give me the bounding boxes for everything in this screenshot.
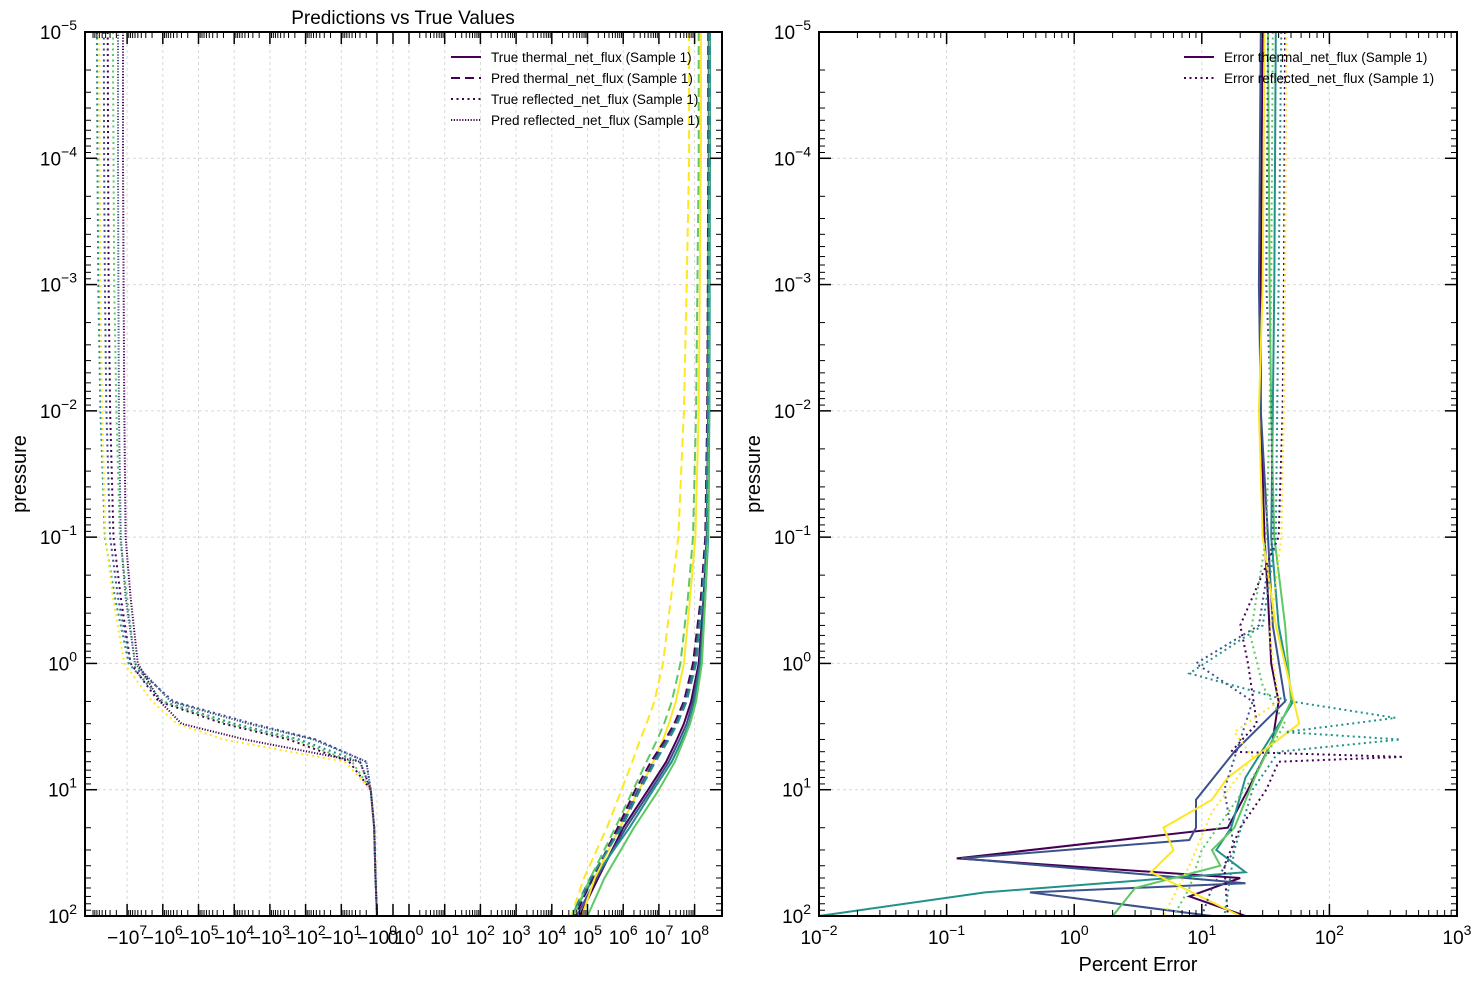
left-x-tick-label: 104 bbox=[537, 922, 566, 949]
left-series-line-pred_reflected bbox=[117, 32, 378, 917]
right-x-tick-label: 102 bbox=[1315, 922, 1344, 949]
left-series-line-pred_thermal bbox=[570, 32, 691, 917]
right-x-tick-label: 101 bbox=[1187, 922, 1216, 949]
left-legend: True thermal_net_flux (Sample 1) Pred the… bbox=[451, 50, 700, 128]
left-tick-marks bbox=[85, 31, 722, 917]
left-y-tick-label: 10−4 bbox=[40, 143, 77, 170]
left-series-line-pred_thermal bbox=[570, 32, 711, 917]
right-tick-marks bbox=[818, 31, 1458, 917]
left-x-tick-label: −103 bbox=[250, 922, 290, 949]
right-x-axis-label: Percent Error bbox=[1079, 954, 1198, 976]
left-x-tick-label: 106 bbox=[609, 922, 638, 949]
right-axes-frame bbox=[818, 31, 1458, 917]
left-x-tick-label: −100 bbox=[357, 922, 397, 949]
right-x-tick-label: 10−1 bbox=[928, 922, 965, 949]
left-legend-label: True thermal_net_flux (Sample 1) bbox=[491, 50, 692, 65]
left-x-tick-label: −101 bbox=[321, 922, 361, 949]
left-x-tick-label: 105 bbox=[573, 922, 602, 949]
left-x-tick-label: −106 bbox=[143, 922, 183, 949]
right-legend-label: Error reflected_net_flux (Sample 1) bbox=[1224, 71, 1434, 86]
left-series-line-pred_reflected bbox=[122, 32, 378, 917]
right-y-tick-labels: 10−5 10−4 10−3 10−2 10−1 100 101 102 bbox=[774, 17, 811, 928]
left-x-tick-label: 108 bbox=[680, 922, 709, 949]
right-series-line-error_thermal bbox=[1149, 31, 1301, 917]
right-y-tick-label: 10−2 bbox=[774, 396, 811, 423]
left-y-tick-label: 10−3 bbox=[40, 270, 77, 297]
left-series-line-true_reflected bbox=[95, 31, 378, 917]
right-x-tick-labels: 10−2 10−1 100 101 102 103 bbox=[800, 922, 1471, 949]
left-x-tick-label: −107 bbox=[107, 922, 147, 949]
right-y-tick-label: 10−4 bbox=[774, 143, 811, 170]
left-x-tick-label: 102 bbox=[466, 922, 495, 949]
left-y-tick-labels: 10−5 10−4 10−3 10−2 10−1 100 101 102 bbox=[40, 17, 77, 928]
left-x-tick-label: −102 bbox=[286, 922, 326, 949]
left-x-tick-label: −105 bbox=[178, 922, 218, 949]
left-axes-frame bbox=[84, 31, 723, 917]
left-x-tick-label: 107 bbox=[644, 922, 673, 949]
right-y-tick-label: 101 bbox=[782, 775, 811, 802]
left-legend-label: Pred thermal_net_flux (Sample 1) bbox=[491, 71, 693, 86]
left-y-tick-label: 10−1 bbox=[40, 522, 77, 549]
left-legend-label: Pred reflected_net_flux (Sample 1) bbox=[491, 113, 700, 128]
left-chart-title: Predictions vs True Values bbox=[291, 8, 515, 29]
left-legend-label: True reflected_net_flux (Sample 1) bbox=[491, 92, 698, 107]
left-x-tick-label: 101 bbox=[430, 922, 459, 949]
left-x-tick-label: 103 bbox=[502, 922, 531, 949]
right-legend: Error thermal_net_flux (Sample 1) Error r… bbox=[1184, 50, 1434, 86]
left-y-tick-label: 100 bbox=[48, 648, 77, 675]
right-y-tick-label: 10−3 bbox=[774, 270, 811, 297]
left-x-tick-label: 100 bbox=[395, 922, 424, 949]
right-legend-label: Error thermal_net_flux (Sample 1) bbox=[1224, 50, 1427, 65]
right-series-line-error_reflected bbox=[1172, 31, 1287, 917]
right-y-axis-label: pressure bbox=[743, 435, 765, 513]
left-y-tick-label: 102 bbox=[48, 901, 77, 928]
right-x-tick-label: 103 bbox=[1443, 922, 1472, 949]
right-x-tick-label: 100 bbox=[1060, 922, 1089, 949]
right-y-tick-label: 100 bbox=[782, 648, 811, 675]
error-panel: 10−2 10−1 100 101 102 103 10−510−410−310−210−… bbox=[743, 17, 1472, 976]
left-series-lines bbox=[95, 31, 711, 917]
right-y-tick-label: 10−5 bbox=[774, 17, 811, 44]
right-series-line-error_thermal bbox=[818, 31, 1295, 917]
left-y-axis-label: pressure bbox=[9, 435, 31, 513]
left-y-tick-label: 10−5 bbox=[40, 17, 77, 44]
right-series-lines bbox=[818, 31, 1404, 917]
right-y-tick-label: 102 bbox=[782, 901, 811, 928]
left-y-tick-label: 10−2 bbox=[40, 396, 77, 423]
right-x-tick-label: 10−2 bbox=[800, 922, 837, 949]
left-series-line-pred_thermal bbox=[572, 32, 700, 917]
left-x-tick-label: −104 bbox=[214, 922, 254, 949]
right-y-tick-label: 10−1 bbox=[774, 522, 811, 549]
left-x-tick-label: 0 bbox=[388, 928, 399, 949]
right-series-line-error_reflected bbox=[1162, 31, 1288, 917]
left-y-tick-label: 101 bbox=[48, 775, 77, 802]
right-series-line-error_thermal bbox=[961, 31, 1287, 917]
